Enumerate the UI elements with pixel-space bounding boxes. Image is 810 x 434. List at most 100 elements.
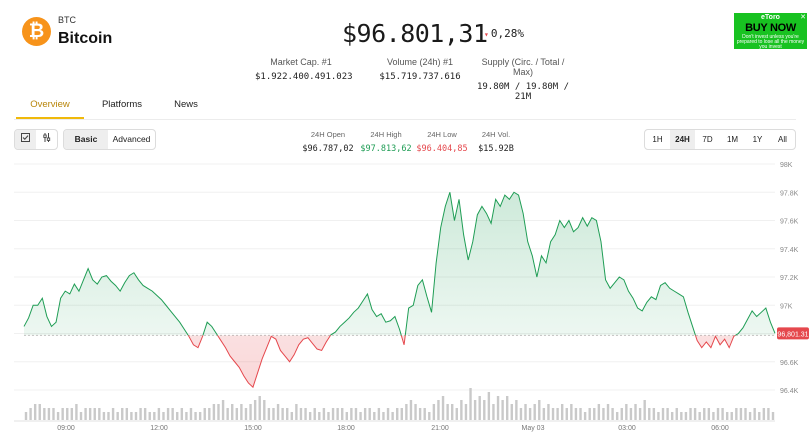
volume-bar bbox=[125, 408, 129, 420]
volume-bar bbox=[542, 408, 546, 420]
volume-bar bbox=[162, 412, 165, 420]
volume-bar bbox=[363, 408, 367, 420]
volume-bar bbox=[345, 412, 348, 420]
volume-bar bbox=[88, 408, 92, 420]
volume-bar bbox=[414, 404, 417, 420]
volume-bar bbox=[602, 408, 605, 420]
caret-down-icon: ▾ bbox=[484, 30, 489, 39]
y-tick-label: 97K bbox=[780, 303, 793, 310]
volume-bar bbox=[638, 408, 642, 420]
volume-bar bbox=[148, 412, 151, 420]
close-icon[interactable]: ✕ bbox=[800, 14, 806, 21]
tab-platforms[interactable]: Platforms bbox=[101, 99, 143, 110]
time-range-selector: 1H 24H 7D 1M 1Y All bbox=[644, 129, 796, 150]
volume-bar bbox=[432, 404, 436, 420]
y-tick-label: 98K bbox=[780, 162, 793, 169]
stat-value: $1.922.400.491.023 bbox=[255, 72, 353, 82]
supply-stat: Supply (Circ. / Total / Max) 19.80M / 19… bbox=[474, 57, 572, 102]
volume-bar bbox=[66, 408, 69, 420]
volume-bar bbox=[441, 396, 445, 420]
volume-bar bbox=[716, 408, 720, 420]
stat-value: $15.92B bbox=[478, 144, 514, 154]
sliders-icon[interactable] bbox=[36, 130, 57, 149]
volume-bar bbox=[208, 408, 211, 420]
volume-bar bbox=[538, 400, 541, 420]
volume-bar bbox=[299, 408, 303, 420]
volume-bar bbox=[249, 404, 252, 420]
volume-bar bbox=[79, 412, 83, 420]
volume-bar bbox=[670, 412, 674, 420]
range-1y-button[interactable]: 1Y bbox=[752, 135, 763, 144]
ad-cta[interactable]: BUY NOW bbox=[745, 22, 796, 34]
volume-bar bbox=[478, 396, 481, 420]
volume-bar bbox=[730, 412, 733, 420]
volume-bar bbox=[253, 400, 257, 420]
stat-value: $97.813,62 bbox=[360, 144, 412, 154]
area-below-baseline bbox=[188, 335, 736, 388]
volume-bar bbox=[675, 408, 678, 420]
advanced-mode-button[interactable]: Advanced bbox=[112, 134, 151, 144]
price-line-up bbox=[23, 191, 776, 336]
volume-bar bbox=[451, 404, 454, 420]
volume-bar bbox=[318, 412, 321, 420]
volume-bar bbox=[579, 408, 582, 420]
volume-bar bbox=[771, 412, 775, 420]
range-7d-button[interactable]: 7D bbox=[702, 135, 713, 144]
volume-bar bbox=[359, 412, 362, 420]
volume-bar bbox=[189, 408, 193, 420]
checkbox-icon[interactable] bbox=[15, 130, 36, 149]
volume-bar bbox=[703, 408, 706, 420]
basic-mode-button[interactable]: Basic bbox=[64, 130, 108, 149]
volume-bar bbox=[143, 408, 147, 420]
volume-bar bbox=[629, 408, 633, 420]
y-tick-label: 97.2K bbox=[780, 275, 799, 282]
volume-bar bbox=[460, 400, 463, 420]
volume-bar bbox=[611, 408, 614, 420]
tab-overview[interactable]: Overview bbox=[16, 92, 84, 119]
volume-bar bbox=[203, 408, 206, 420]
volume-bar bbox=[61, 408, 64, 420]
volume-stat: Volume (24h) #1 $15.719.737.616 bbox=[372, 57, 468, 82]
range-all-button[interactable]: All bbox=[778, 135, 787, 144]
volume-bar bbox=[93, 408, 96, 420]
etoro-ad-banner[interactable]: eToro ✕ BUY NOW Don't invest unless you'… bbox=[734, 13, 807, 49]
volume-bar bbox=[391, 412, 394, 420]
volume-bar bbox=[368, 408, 371, 420]
volume-bar bbox=[588, 408, 591, 420]
range-1h-button[interactable]: 1H bbox=[652, 135, 663, 144]
volume-bar bbox=[176, 412, 179, 420]
volume-bar bbox=[492, 404, 495, 420]
volume-bar bbox=[606, 404, 610, 420]
volume-bar bbox=[286, 408, 289, 420]
range-1m-button[interactable]: 1M bbox=[726, 135, 739, 144]
volume-bar bbox=[707, 408, 711, 420]
volume-bar bbox=[221, 400, 225, 420]
24h-low-stat: 24H Low $96.404,85 bbox=[414, 130, 470, 154]
volume-bar bbox=[418, 408, 422, 420]
range-24h-button[interactable]: 24H bbox=[670, 130, 695, 149]
x-tick-label: 09:00 bbox=[57, 425, 75, 432]
volume-bar bbox=[166, 408, 170, 420]
x-tick-label: May 03 bbox=[522, 425, 545, 432]
volume-bar bbox=[235, 408, 239, 420]
volume-bar bbox=[423, 408, 426, 420]
x-tick-label: 12:00 bbox=[150, 425, 168, 432]
volume-bar bbox=[308, 412, 312, 420]
tab-news[interactable]: News bbox=[174, 99, 198, 110]
volume-bar bbox=[560, 404, 564, 420]
y-tick-label: 97.8K bbox=[780, 190, 799, 197]
price-chart-svg[interactable]: 98K97.8K97.6K97.4K97.2K97K96.8K96.6K96.4… bbox=[0, 158, 810, 434]
volume-bar bbox=[281, 408, 284, 420]
volume-bar bbox=[428, 412, 431, 420]
volume-bar bbox=[111, 408, 115, 420]
volume-bar bbox=[377, 408, 381, 420]
volume-bar bbox=[107, 412, 110, 420]
market-cap-stat: Market Cap. #1 $1.922.400.491.023 bbox=[255, 57, 353, 82]
price-chart[interactable]: 98K97.8K97.6K97.4K97.2K97K96.8K96.6K96.4… bbox=[0, 158, 810, 434]
volume-bar bbox=[139, 408, 142, 420]
coin-symbol: BTC bbox=[58, 15, 76, 25]
volume-bar bbox=[744, 408, 747, 420]
volume-bar bbox=[331, 408, 335, 420]
volume-bar bbox=[304, 408, 307, 420]
volume-bar bbox=[396, 408, 399, 420]
